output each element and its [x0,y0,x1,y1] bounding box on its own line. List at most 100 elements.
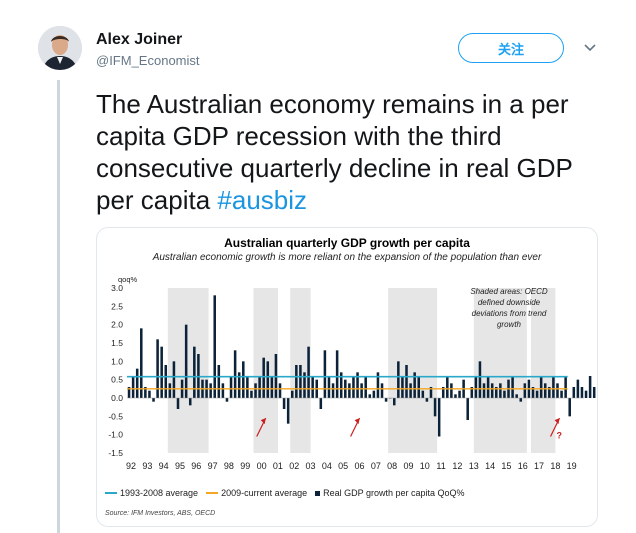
shaded-period-4 [473,288,527,453]
gdp-bar [539,376,543,398]
question-mark: ? [557,431,563,441]
gdp-bar [490,383,494,398]
gdp-bar [572,387,576,398]
x-tick-label: 12 [452,461,462,471]
gdp-bar [295,365,298,398]
gdp-bar [482,383,486,398]
gdp-bar [548,387,551,398]
chart-legend: 1993-2008 average 2009-current average R… [105,488,465,498]
y-axis-label: qoq% [118,275,138,284]
gdp-bar [250,390,253,398]
x-tick-label: 05 [338,461,348,471]
gdp-bar [323,350,327,398]
x-tick-label: 10 [420,461,430,471]
chart-image-card[interactable]: Australian quarterly GDP growth per capi… [96,227,598,527]
gdp-bar [486,376,490,398]
gdp-bar [331,383,335,398]
gdp-bar [209,383,212,398]
gdp-bar [282,398,286,409]
x-tick-label: 02 [289,461,299,471]
gdp-bar [229,376,233,398]
y-tick-label: 0.5 [111,375,123,385]
gdp-bar [503,390,506,398]
gdp-bar [511,376,514,398]
shaded-area-annotation-line: growth [497,320,522,329]
gdp-bar [164,365,168,398]
gdp-bar [478,361,482,398]
gdp-bar [225,398,229,402]
x-tick-label: 11 [436,461,445,471]
shaded-period-5 [530,288,556,453]
gdp-bar [364,376,367,398]
gdp-bar [454,394,457,398]
gdp-bar [580,387,584,398]
gdp-bar [446,376,449,398]
gdp-bar [474,376,478,398]
y-tick-label: 3.0 [111,283,123,293]
gdp-bar [372,390,376,398]
x-tick-label: 15 [501,461,511,471]
gdp-bar [262,357,265,398]
shaded-area-annotation-line: deviations from trend [472,309,547,318]
gdp-bar [592,387,596,398]
gdp-bar [466,398,469,420]
x-tick-label: 16 [518,461,528,471]
gdp-bar [433,398,437,417]
chevron-down-icon[interactable] [582,40,598,56]
y-tick-label: 1.0 [111,356,123,366]
gdp-bar [352,376,355,398]
gdp-bar [552,376,555,398]
gdp-bar [188,398,192,406]
y-tick-label: 2.5 [111,301,123,311]
gdp-bar [405,365,408,398]
gdp-bar [184,324,188,398]
y-tick-label: 2.0 [111,320,123,330]
gdp-bar [140,328,143,398]
gdp-bar [519,398,523,402]
legend-label-gdp: Real GDP growth per capita QoQ% [323,488,465,498]
legend-item-2009-current: 2009-current average [206,488,307,498]
x-tick-label: 01 [273,461,283,471]
gdp-bar [233,350,237,398]
gdp-bar [160,346,163,398]
gdp-bar [144,387,147,398]
tweet-text: The Australian economy remains in a per … [96,88,616,216]
gdp-bar [360,383,363,398]
gdp-bar [156,339,159,398]
gdp-bar [217,365,221,398]
author-handle[interactable]: @IFM_Economist [96,53,200,68]
shaded-period-1 [253,288,278,453]
chart-subtitle: Australian economic growth is more relia… [152,252,542,263]
hashtag-link[interactable]: #ausbiz [217,185,308,215]
follow-button[interactable]: 关注 [458,33,564,63]
legend-swatch-orange [206,492,219,494]
legend-swatch-bar [315,490,321,496]
legend-item-1993-2008: 1993-2008 average [105,488,198,498]
x-tick-label: 94 [159,461,169,471]
gdp-bar [564,376,567,398]
legend-swatch-teal [105,492,117,494]
gdp-bar [588,376,592,398]
gdp-bar [335,350,339,398]
author-avatar[interactable] [38,26,82,70]
x-tick-label: 95 [175,461,185,471]
gdp-bar [127,387,131,398]
gdp-bar [193,346,196,398]
gdp-bar [319,398,323,409]
gdp-bar [172,361,176,398]
gdp-bar [515,394,518,398]
gdp-bar [470,387,474,398]
legend-label-1993-2008: 1993-2008 average [120,488,199,498]
author-name[interactable]: Alex Joiner [96,31,183,48]
gdp-bar [131,376,135,398]
gdp-bar [213,295,216,398]
x-tick-label: 07 [371,461,381,471]
gdp-bar [397,361,400,398]
chart-source: Source: IFM Investors, ABS, OECD [105,510,216,517]
gdp-bar [495,387,498,398]
x-tick-label: 93 [142,461,152,471]
gdp-bar [348,383,351,398]
gdp-bar [176,398,180,409]
gdp-bar [303,372,306,398]
x-tick-label: 14 [485,461,495,471]
